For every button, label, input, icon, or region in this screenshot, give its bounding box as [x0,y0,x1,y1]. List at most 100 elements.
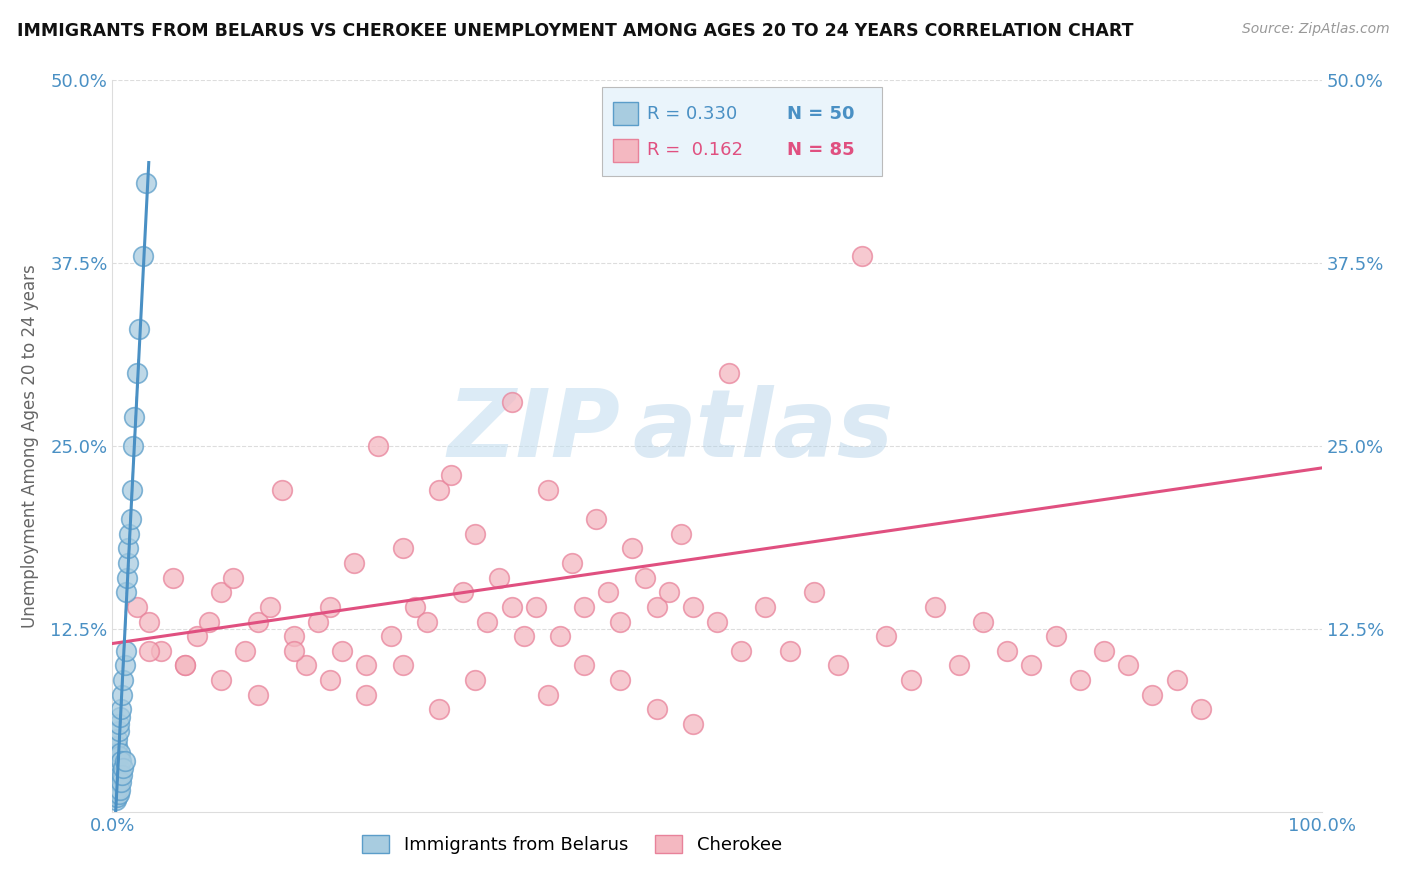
Point [108,782,131,797]
Point [174,658,197,673]
Point [114,658,136,673]
Point [477,615,499,629]
Point [501,395,523,409]
Text: IMMIGRANTS FROM BELARUS VS CHEROKEE UNEMPLOYMENT AMONG AGES 20 TO 24 YEARS CORRE: IMMIGRANTS FROM BELARUS VS CHEROKEE UNEM… [17,22,1133,40]
Point [104,782,127,797]
Point [609,615,631,629]
Point [114,754,136,768]
Point [108,746,131,760]
Point [283,644,305,658]
Point [149,644,172,658]
Point [105,746,128,760]
Point [585,512,607,526]
Point [380,629,402,643]
Point [121,483,143,497]
Point [972,615,994,629]
Text: Source: ZipAtlas.com: Source: ZipAtlas.com [1241,22,1389,37]
Point [391,541,413,556]
Point [1045,629,1067,643]
Point [548,629,571,643]
Point [162,571,184,585]
Point [105,772,128,787]
Point [104,790,127,805]
Point [107,717,129,731]
Text: R = 0.330: R = 0.330 [647,105,737,123]
Point [125,599,148,614]
Point [706,615,728,629]
Point [645,702,668,716]
Point [633,571,655,585]
Point [524,599,547,614]
Point [105,793,128,807]
Point [427,483,450,497]
Point [117,556,139,570]
Point [1092,644,1115,658]
Point [235,644,257,658]
Point [779,644,801,658]
Point [122,409,145,424]
Point [117,541,139,556]
Point [645,599,668,614]
Point [105,772,128,787]
Point [754,599,776,614]
Point [105,790,128,805]
Point [451,585,474,599]
Point [105,778,128,792]
Point [995,644,1018,658]
Point [1116,658,1139,673]
Point [319,673,342,687]
Point [572,599,595,614]
Point [391,658,413,673]
Point [488,571,510,585]
Point [186,629,208,643]
Point [112,761,135,775]
Point [501,599,523,614]
Point [924,599,946,614]
Point [222,571,245,585]
Point [356,658,378,673]
Point [132,249,155,263]
Point [718,366,741,380]
Point [110,754,132,768]
Point [118,526,141,541]
Point [104,761,127,775]
Point [112,673,135,687]
Point [319,599,342,614]
Point [598,585,620,599]
Point [1166,673,1188,687]
Point [512,629,534,643]
Point [1021,658,1043,673]
Point [104,768,127,782]
Point [270,483,292,497]
Point [851,249,873,263]
Point [105,739,128,753]
Point [135,176,157,190]
Point [198,615,221,629]
Point [1069,673,1091,687]
Point [283,629,305,643]
Text: N = 50: N = 50 [787,105,855,123]
Point [572,658,595,673]
Point [105,782,128,797]
Legend: Immigrants from Belarus, Cherokee: Immigrants from Belarus, Cherokee [354,828,789,861]
Point [537,688,560,702]
Point [111,768,134,782]
Point [682,599,704,614]
Point [105,787,128,801]
Point [111,688,134,702]
Point [682,717,704,731]
Point [107,787,129,801]
Point [104,775,127,789]
Point [730,644,752,658]
Point [108,709,131,723]
Text: N = 85: N = 85 [787,141,855,159]
Point [416,615,439,629]
Point [561,556,583,570]
Point [537,483,560,497]
Point [138,644,160,658]
Point [621,541,644,556]
Point [658,585,681,599]
Point [107,724,129,739]
Point [427,702,450,716]
Point [120,512,142,526]
